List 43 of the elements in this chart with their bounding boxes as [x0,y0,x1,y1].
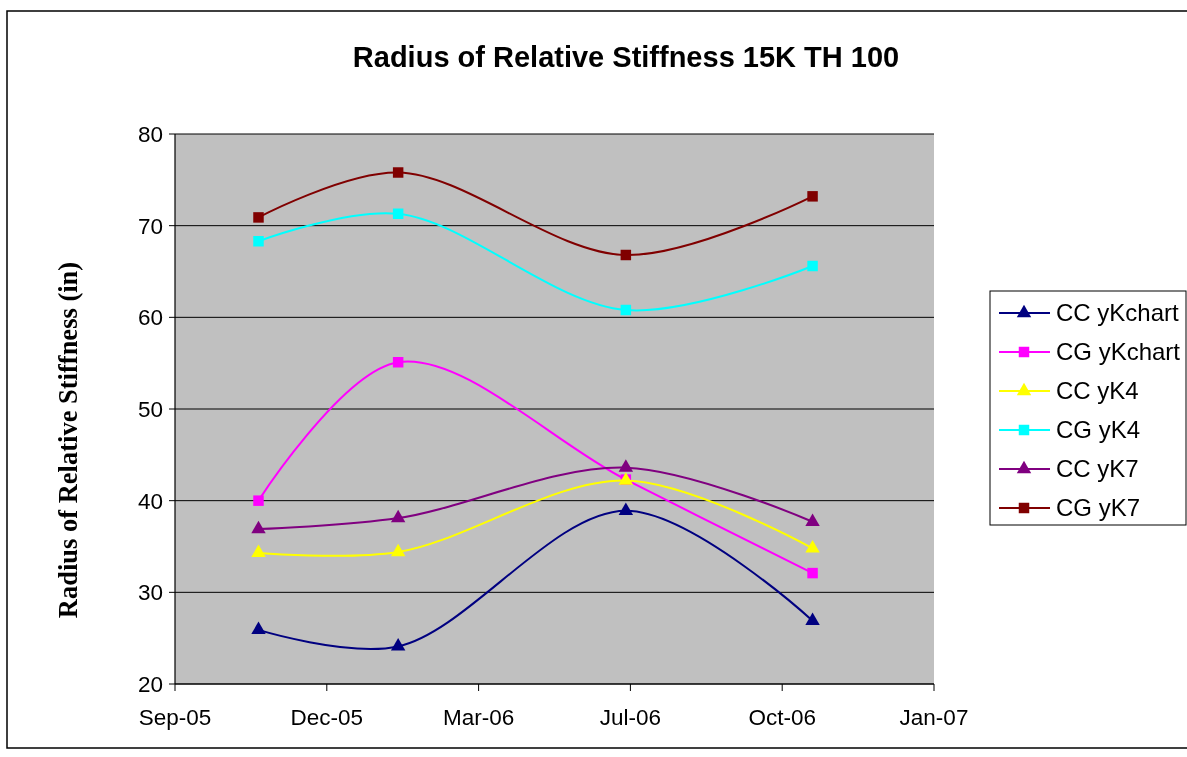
y-tick-label: 40 [137,488,163,514]
point [620,304,632,316]
point [253,236,264,247]
point [807,260,818,272]
chart-title: Radius of Relative Stiffness 15K TH 100 [352,41,900,73]
y-tick-label: 70 [137,213,163,239]
point [251,520,266,534]
y-tick-label: 30 [137,580,163,606]
point [807,567,818,579]
point [253,212,264,223]
point [390,638,406,651]
legend-label: CC yK7 [1056,455,1139,483]
point [620,249,632,261]
y-tick-label: 80 [137,121,163,147]
point [392,208,404,219]
legend-label: CG yK4 [1056,416,1141,444]
x-tick-label: Mar-06 [442,705,515,730]
point [618,459,634,472]
x-tick-label: Jan-07 [899,705,969,730]
point [251,544,266,558]
y-tick-label: 20 [137,671,163,697]
x-tick-label: Dec-05 [290,705,364,730]
point [392,357,404,368]
legend-label: CG yKchart [1056,338,1181,366]
x-tick-label: Jul-06 [599,705,662,730]
x-tick-label: Oct-06 [748,705,816,730]
legend-label: CC yK4 [1056,377,1139,405]
legend-label: CC yKchart [1056,299,1180,327]
point [805,540,820,553]
point [618,502,634,515]
point [392,167,404,178]
point [805,612,820,625]
point [807,191,818,202]
point [390,543,406,557]
y-tick-label: 50 [137,396,163,422]
y-axis-title: Radius of Relative Stiffness (in) [53,261,83,619]
point [253,495,264,506]
point [251,621,266,635]
point [805,513,820,526]
y-tick-label: 60 [137,305,163,331]
point [390,509,406,523]
legend-label: CG yK7 [1056,494,1141,522]
x-tick-label: Sep-05 [138,705,212,730]
